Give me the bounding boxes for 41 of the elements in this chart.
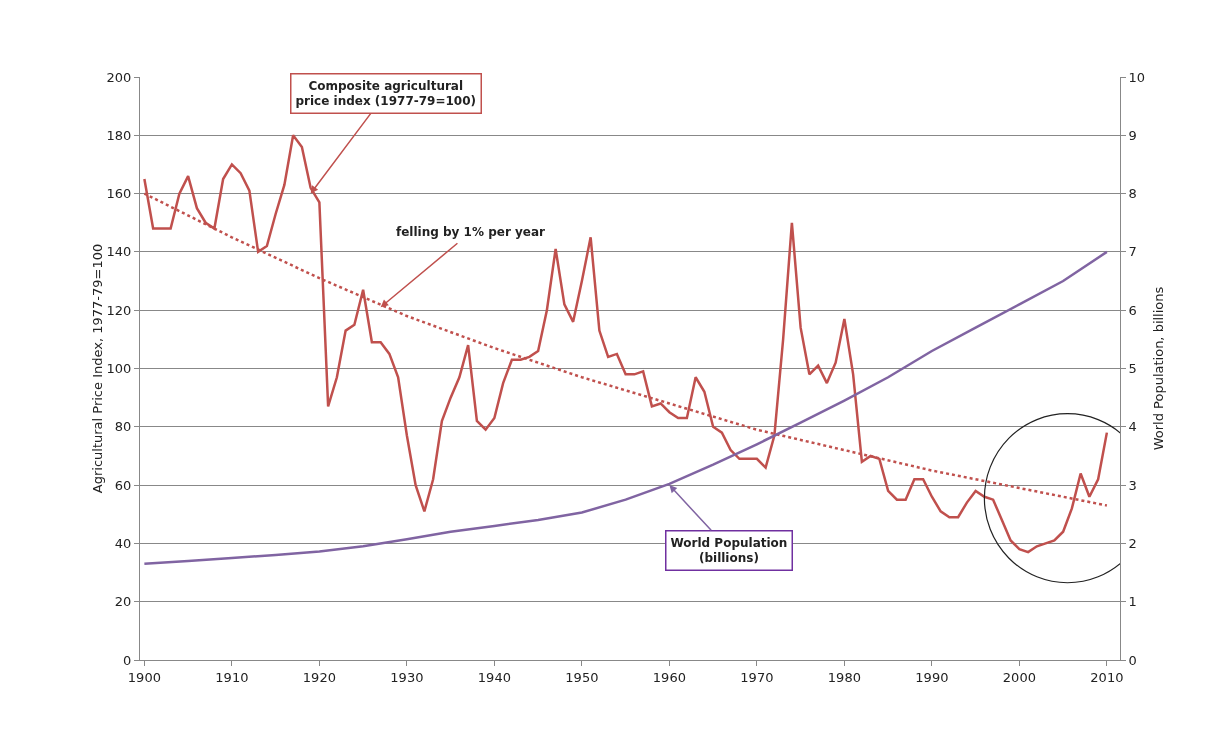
y2-tick-label: 2 bbox=[1128, 535, 1137, 551]
line-series bbox=[143, 250, 1109, 566]
y2-tick-label: 6 bbox=[1128, 302, 1137, 318]
x-tick-label: 1980 bbox=[827, 669, 861, 685]
y-tick-label: 100 bbox=[106, 361, 132, 377]
x-tick-label: 1990 bbox=[915, 669, 949, 685]
y-tick-label: 60 bbox=[114, 477, 132, 493]
y-tick-label: 20 bbox=[114, 594, 132, 610]
y-tick-label: 180 bbox=[106, 127, 132, 143]
y-axis-title: Agricultural Price Index, 1977-79=100 bbox=[89, 243, 105, 494]
x-tick-label: 1920 bbox=[302, 669, 336, 685]
y2-tick-label: 10 bbox=[1128, 69, 1146, 85]
annotation: World Population (billions) bbox=[670, 535, 788, 566]
y-tick-label: 0 bbox=[123, 652, 132, 668]
y2-tick-label: 0 bbox=[1128, 652, 1137, 668]
annotation: felling by 1% per year bbox=[396, 225, 546, 239]
annotation: Composite agricultural price index (1977-79=100) bbox=[295, 78, 477, 109]
y2-tick-label: 8 bbox=[1128, 186, 1137, 202]
y2-tick-label: 9 bbox=[1128, 127, 1137, 143]
y-tick-label: 160 bbox=[106, 186, 132, 202]
y-tick-label: 120 bbox=[106, 302, 132, 318]
y-tick-label: 40 bbox=[114, 535, 132, 551]
y2-tick-label: 7 bbox=[1128, 244, 1137, 260]
y-tick-label: 80 bbox=[114, 419, 132, 435]
x-tick-label: 1960 bbox=[652, 669, 686, 685]
y2-tick-label: 4 bbox=[1128, 419, 1137, 435]
y-tick-label: 200 bbox=[106, 69, 132, 85]
x-tick-label: 1900 bbox=[127, 669, 161, 685]
y-tick-label: 140 bbox=[106, 244, 132, 260]
y2-tick-label: 3 bbox=[1128, 477, 1137, 493]
line-series bbox=[143, 134, 1109, 554]
x-tick-label: 1970 bbox=[740, 669, 774, 685]
x-tick-label: 1910 bbox=[215, 669, 249, 685]
x-tick-label: 2010 bbox=[1090, 669, 1124, 685]
y2-tick-label: 1 bbox=[1128, 594, 1137, 610]
x-tick-label: 1930 bbox=[390, 669, 424, 685]
y2-tick-label: 5 bbox=[1128, 361, 1137, 377]
x-tick-label: 2000 bbox=[1002, 669, 1036, 685]
x-tick-label: 1950 bbox=[565, 669, 599, 685]
x-tick-label: 1940 bbox=[477, 669, 511, 685]
y2-axis-title: World Population, billions bbox=[1150, 286, 1166, 451]
